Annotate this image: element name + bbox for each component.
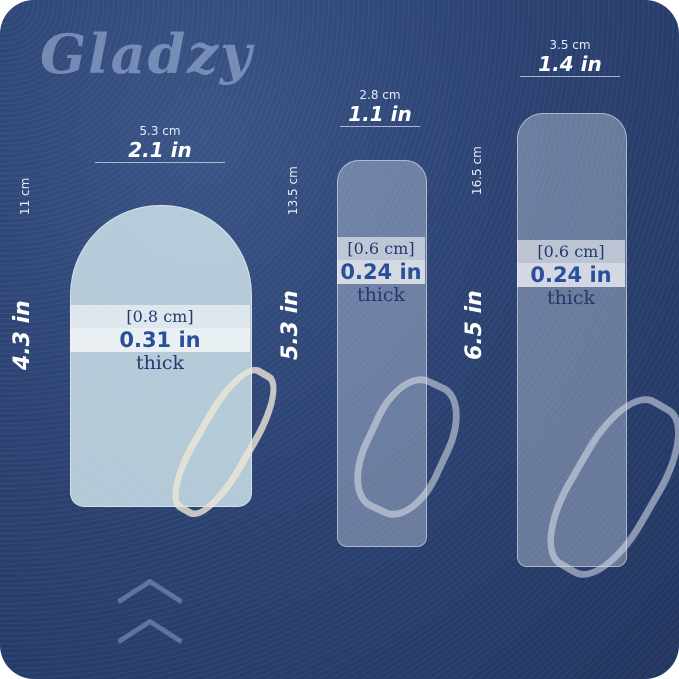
thickness-in: 0.31 in <box>70 328 250 352</box>
height-cm: 11 cm <box>18 177 32 216</box>
thickness-cm: [0.8 cm] <box>70 305 250 328</box>
height-in: 5.3 in <box>278 290 303 360</box>
height-cm: 16.5 cm <box>470 146 484 196</box>
brand-logo: Gladzy <box>40 22 254 86</box>
thickness-cm: [0.6 cm] <box>517 240 625 263</box>
thickness-word: thick <box>356 284 406 306</box>
width-label-1: 5.3 cm 2.1 in <box>95 124 225 163</box>
width-in: 1.4 in <box>520 52 620 77</box>
width-cm: 2.8 cm <box>359 88 401 102</box>
thickness-in: 0.24 in <box>517 263 625 287</box>
chevron-up-icon: ︿ ︿ <box>115 534 185 656</box>
height-cm: 13.5 cm <box>286 166 300 216</box>
height-label-1: 4.3 in 11 cm <box>10 178 35 370</box>
height-in: 4.3 in <box>10 300 35 370</box>
width-cm: 3.5 cm <box>549 38 591 52</box>
foot-file-large <box>517 113 627 567</box>
foot-file-narrow <box>337 160 427 547</box>
thickness-label-3: [0.6 cm] 0.24 in thick <box>517 240 625 309</box>
width-cm: 5.3 cm <box>139 124 181 138</box>
thickness-cm: [0.6 cm] <box>337 237 425 260</box>
height-label-2: 5.3 in 13.5 cm <box>278 166 303 360</box>
thickness-word: thick <box>546 287 596 309</box>
thickness-label-2: [0.6 cm] 0.24 in thick <box>337 237 425 306</box>
height-in: 6.5 in <box>462 290 487 360</box>
foot-file-small <box>70 205 252 507</box>
height-label-3: 6.5 in 16.5 cm <box>462 146 487 360</box>
width-label-2: 2.8 cm 1.1 in <box>340 88 420 127</box>
width-in: 2.1 in <box>95 138 225 163</box>
thickness-word: thick <box>135 352 185 374</box>
width-in: 1.1 in <box>340 102 420 127</box>
thickness-in: 0.24 in <box>337 260 425 284</box>
thickness-label-1: [0.8 cm] 0.31 in thick <box>70 305 250 374</box>
width-label-3: 3.5 cm 1.4 in <box>520 38 620 77</box>
